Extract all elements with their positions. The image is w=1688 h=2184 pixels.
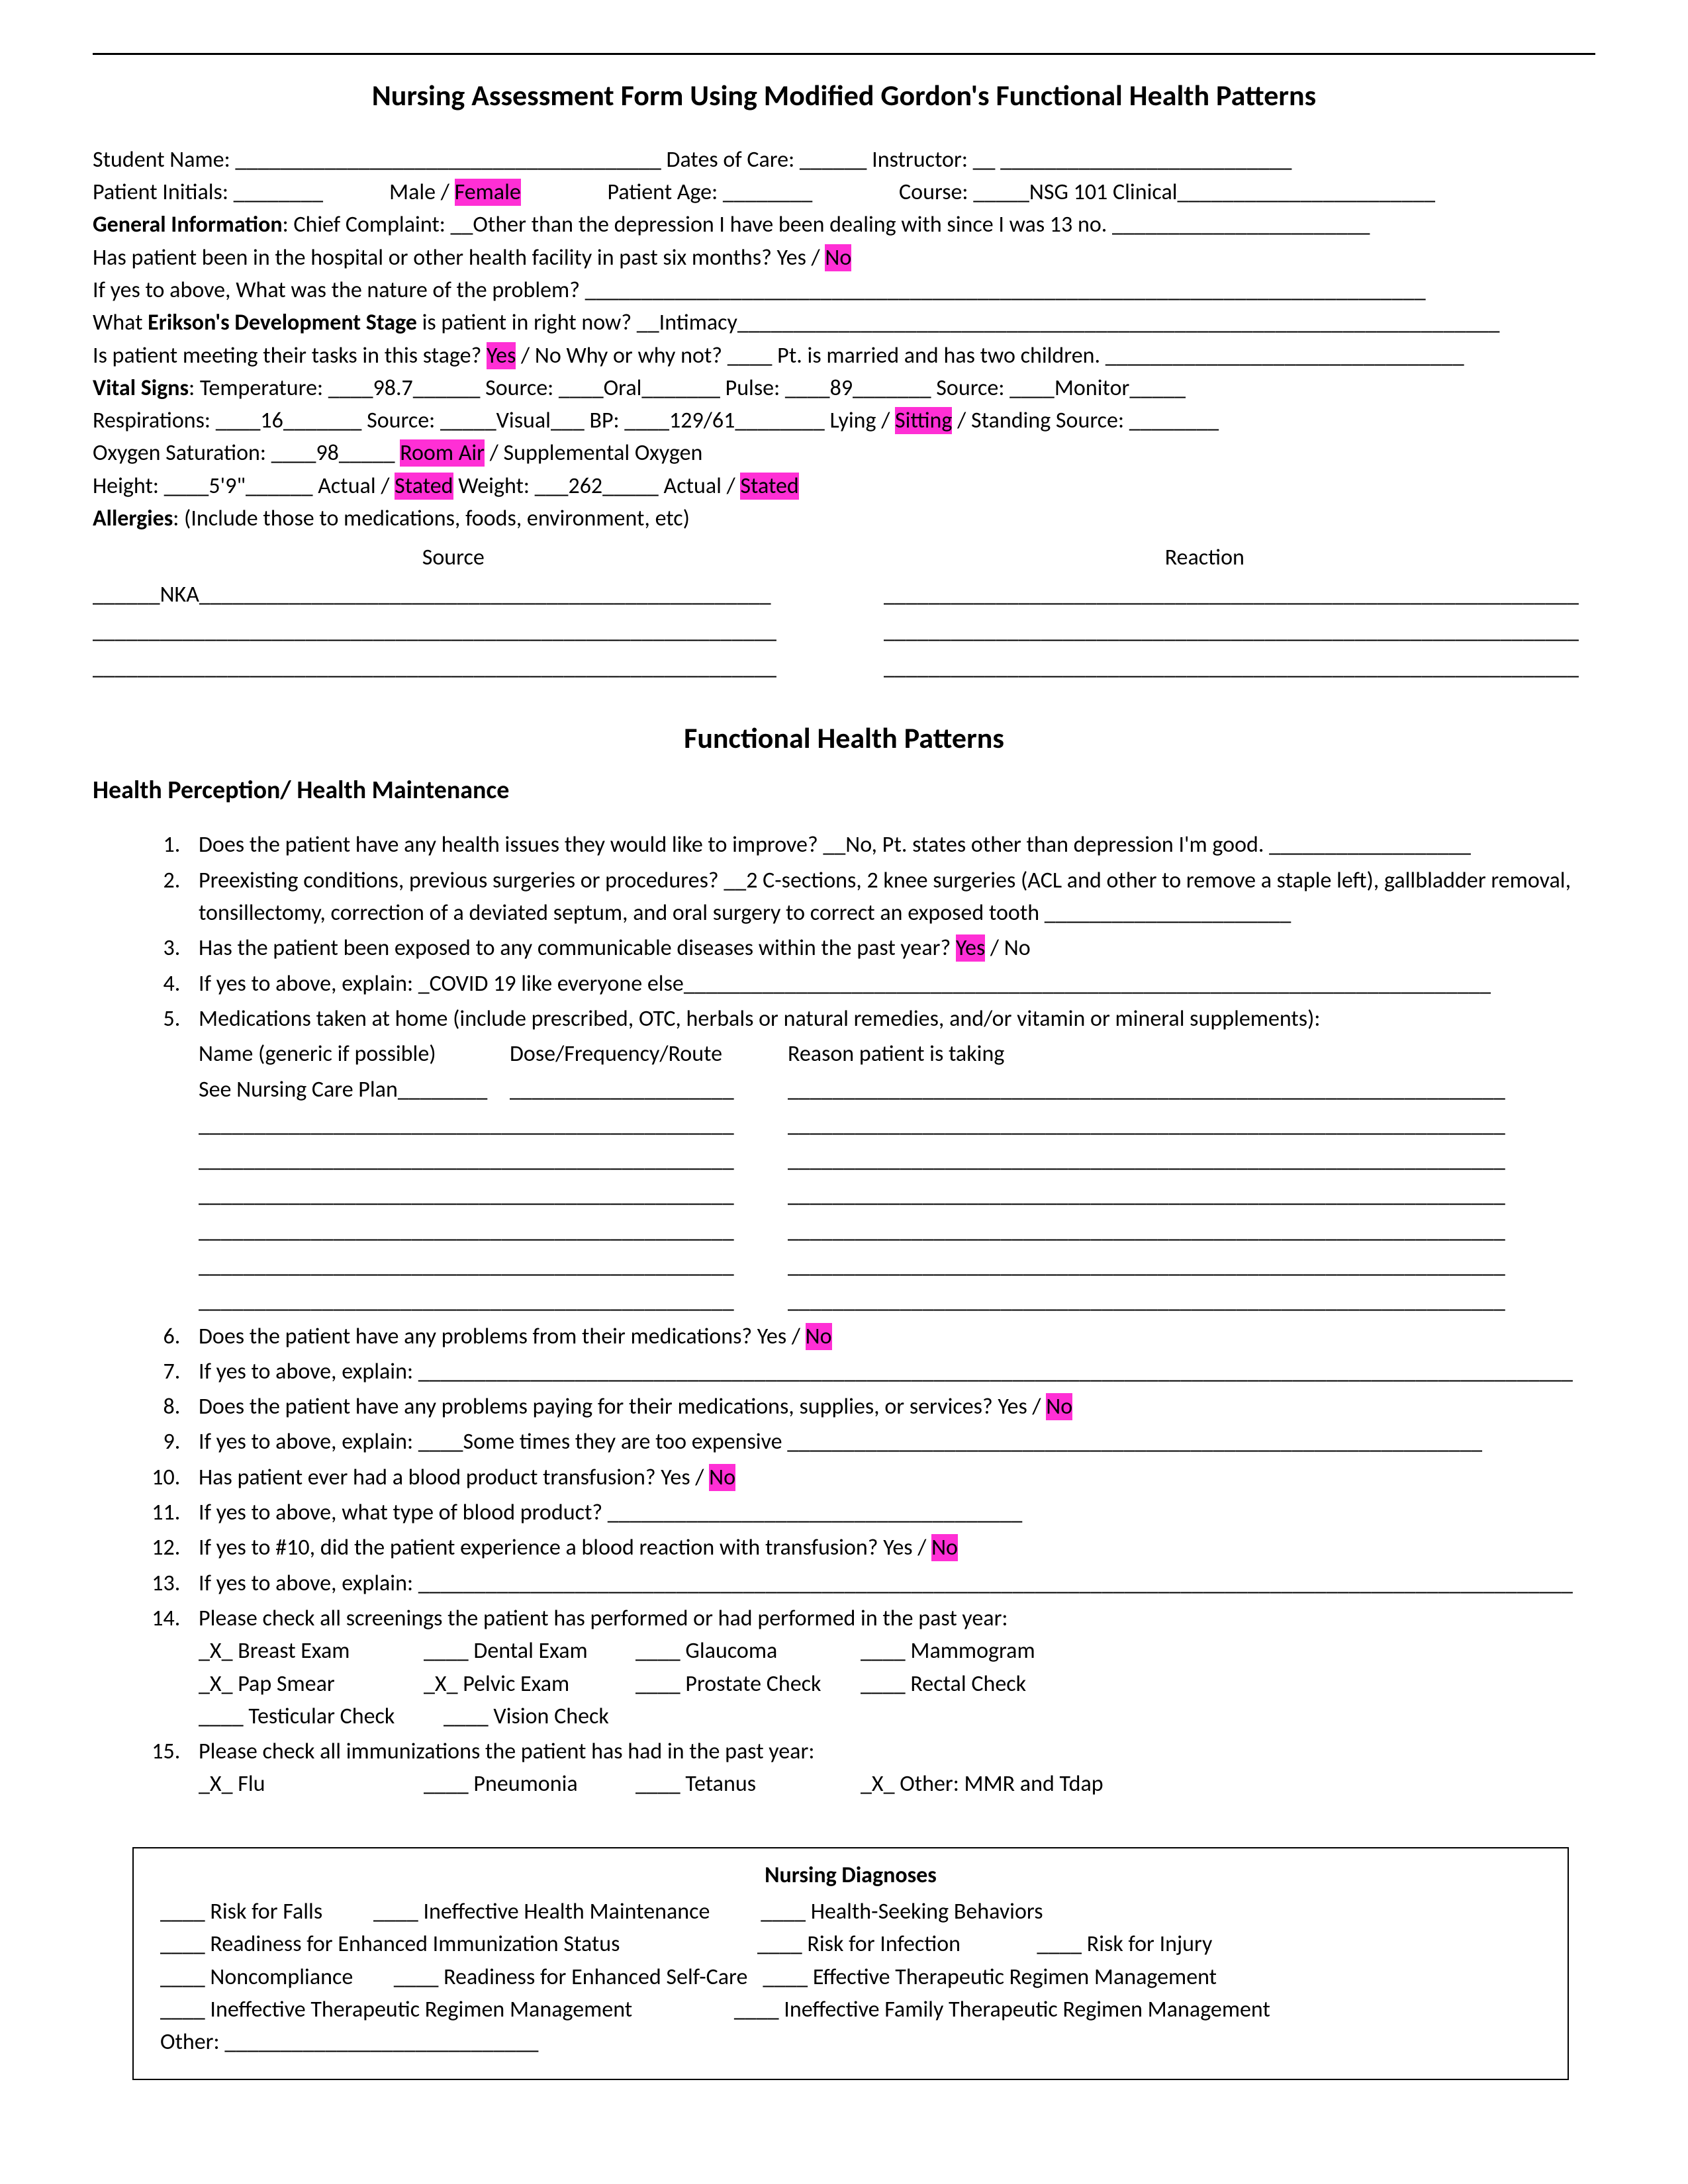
q11[interactable]: If yes to above, what type of blood prod… — [185, 1496, 1595, 1529]
nursing-diagnoses-box[interactable]: Nursing Diagnoses ____ Risk for Falls __… — [132, 1847, 1569, 2080]
yes-highlight: Yes — [487, 342, 516, 369]
roomair-highlight: Room Air — [400, 439, 485, 467]
med-row-7[interactable]: ________________________________________… — [199, 1285, 1595, 1317]
q10-no-highlight: No — [709, 1464, 735, 1491]
q12-no-highlight: No — [931, 1534, 958, 1561]
q14[interactable]: Please check all screenings the patient … — [185, 1602, 1595, 1733]
immunization-row[interactable]: _X_ Flu____ Pneumonia____ Tetanus_X_ Oth… — [199, 1768, 1595, 1800]
q10[interactable]: Has patient ever had a blood product tra… — [185, 1461, 1595, 1494]
sitting-highlight: Sitting — [895, 407, 952, 434]
q2[interactable]: Preexisting conditions, previous surgeri… — [185, 864, 1595, 930]
allergies-line: Allergies: (Include those to medications… — [93, 502, 1595, 535]
fhp-subtitle: Functional Health Patterns — [93, 717, 1595, 760]
section-heading: Health Perception/ Health Maintenance — [93, 772, 1595, 809]
q3-yes-highlight: Yes — [956, 934, 985, 962]
female-highlight: Female — [455, 179, 521, 206]
source-reaction-header: Source Reaction — [93, 541, 1595, 574]
diag-line-3[interactable]: ____ Noncompliance ____ Readiness for En… — [160, 1961, 1541, 1993]
source-label: Source — [93, 541, 814, 574]
diag-line-1[interactable]: ____ Risk for Falls ____ Ineffective Hea… — [160, 1895, 1541, 1928]
diag-line-2[interactable]: ____ Readiness for Enhanced Immunization… — [160, 1928, 1541, 1960]
q7[interactable]: If yes to above, explain: ______________… — [185, 1355, 1595, 1388]
med-row-4[interactable]: ________________________________________… — [199, 1179, 1595, 1211]
form-title: Nursing Assessment Form Using Modified G… — [93, 75, 1595, 117]
med-row-6[interactable]: ________________________________________… — [199, 1250, 1595, 1282]
hospital-line[interactable]: Has patient been in the hospital or othe… — [93, 242, 1595, 274]
header-block: Student Name: __________________________… — [93, 144, 1595, 684]
allergy-row-2[interactable]: ________________________________________… — [93, 615, 1595, 647]
resp-line[interactable]: Respirations: ____16_______ Source: ____… — [93, 404, 1595, 437]
allergy-row-1[interactable]: ______NKA_______________________________… — [93, 578, 1595, 611]
o2-line[interactable]: Oxygen Saturation: ____98_____ Room Air … — [93, 437, 1595, 469]
allergy-row-3[interactable]: ________________________________________… — [93, 651, 1595, 684]
stated1-highlight: Stated — [395, 473, 453, 500]
page: Nursing Assessment Form Using Modified G… — [0, 0, 1688, 2146]
q8-no-highlight: No — [1046, 1393, 1072, 1420]
student-line[interactable]: Student Name: __________________________… — [93, 144, 1595, 176]
vitals-line[interactable]: Vital Signs: Temperature: ____98.7______… — [93, 372, 1595, 404]
q6-no-highlight: No — [806, 1323, 832, 1350]
general-info-line[interactable]: General Information: Chief Complaint: __… — [93, 208, 1595, 241]
med-row-2[interactable]: ________________________________________… — [199, 1109, 1595, 1141]
nature-line[interactable]: If yes to above, What was the nature of … — [93, 274, 1595, 306]
stated2-highlight: Stated — [740, 473, 798, 500]
question-list: Does the patient have any health issues … — [146, 829, 1595, 1800]
med-row-1[interactable]: See Nursing Care Plan________ __________… — [199, 1073, 1595, 1106]
reaction-label: Reaction — [814, 541, 1595, 574]
screening-row-2[interactable]: _X_ Pap Smear_X_ Pelvic Exam____ Prostat… — [199, 1668, 1595, 1700]
no-highlight: No — [825, 244, 851, 271]
screening-row-3[interactable]: ____ Testicular Check____ Vision Check — [199, 1700, 1595, 1733]
erikson-line[interactable]: What Erikson's Development Stage is pati… — [93, 306, 1595, 339]
top-rule — [93, 53, 1595, 55]
q5[interactable]: Medications taken at home (include presc… — [185, 1003, 1595, 1318]
q1[interactable]: Does the patient have any health issues … — [185, 829, 1595, 861]
q12[interactable]: If yes to #10, did the patient experienc… — [185, 1531, 1595, 1564]
diag-title: Nursing Diagnoses — [160, 1859, 1541, 1891]
q4[interactable]: If yes to above, explain: _COVID 19 like… — [185, 968, 1595, 1000]
q8[interactable]: Does the patient have any problems payin… — [185, 1390, 1595, 1423]
med-row-3[interactable]: ________________________________________… — [199, 1144, 1595, 1176]
q13[interactable]: If yes to above, explain: ______________… — [185, 1567, 1595, 1600]
diag-line-4[interactable]: ____ Ineffective Therapeutic Regimen Man… — [160, 1993, 1541, 2026]
med-row-5[interactable]: ________________________________________… — [199, 1214, 1595, 1247]
screening-row-1[interactable]: _X_ Breast Exam____ Dental Exam____ Glau… — [199, 1635, 1595, 1667]
diag-other[interactable]: Other: ____________________________ — [160, 2026, 1541, 2058]
q15[interactable]: Please check all immunizations the patie… — [185, 1735, 1595, 1801]
q3[interactable]: Has the patient been exposed to any comm… — [185, 932, 1595, 964]
patient-line[interactable]: Patient Initials: ________ Male / Female… — [93, 176, 1595, 208]
hw-line[interactable]: Height: ____5'9"______ Actual / Stated W… — [93, 470, 1595, 502]
med-header: Name (generic if possible) Dose/Frequenc… — [199, 1038, 1595, 1070]
q9[interactable]: If yes to above, explain: ____Some times… — [185, 1426, 1595, 1458]
tasks-line[interactable]: Is patient meeting their tasks in this s… — [93, 340, 1595, 372]
q6[interactable]: Does the patient have any problems from … — [185, 1320, 1595, 1353]
